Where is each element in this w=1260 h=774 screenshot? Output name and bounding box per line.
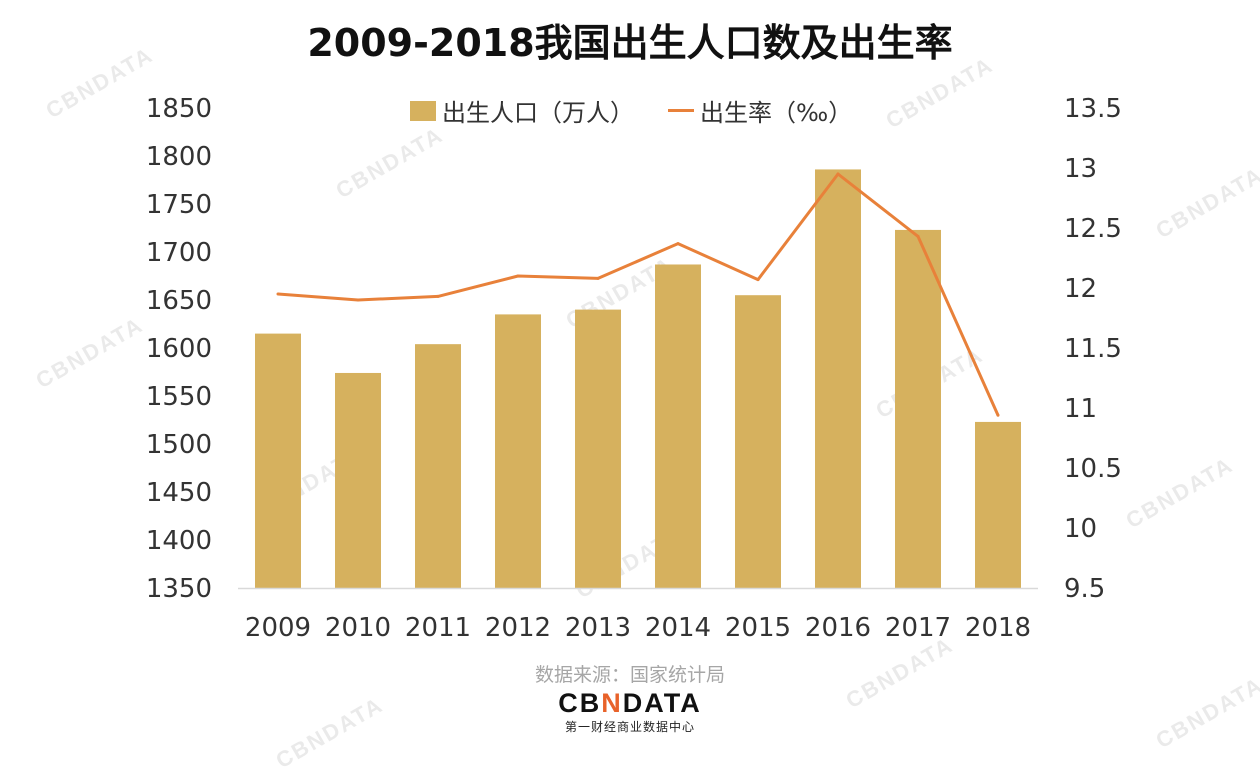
line-point	[276, 292, 280, 296]
left-y-tick-label: 1400	[146, 526, 212, 556]
right-y-tick-label: 13.5	[1064, 94, 1122, 124]
bar	[575, 309, 621, 588]
right-y-tick-label: 10	[1064, 514, 1097, 544]
chart-title: 2009-2018我国出生人口数及出生率	[307, 21, 953, 65]
line-point	[596, 276, 600, 280]
right-y-tick-label: 9.5	[1064, 574, 1105, 604]
bar	[735, 295, 781, 588]
line-point	[436, 294, 440, 298]
legend-line-swatch	[668, 109, 694, 112]
legend-bar-swatch	[410, 100, 436, 121]
bar	[335, 372, 381, 588]
brand-wordmark: CBNDATA	[0, 688, 1260, 718]
x-tick-label: 2011	[405, 613, 471, 643]
right-y-tick-label: 11	[1064, 394, 1097, 424]
left-y-tick-label: 1650	[146, 286, 212, 316]
right-y-tick-label: 13	[1064, 154, 1097, 184]
x-tick-label: 2018	[965, 613, 1031, 643]
bar	[895, 229, 941, 589]
bar	[255, 333, 301, 588]
line-series	[276, 172, 1000, 417]
right-y-tick-label: 12	[1064, 274, 1097, 304]
left-y-tick-label: 1850	[146, 94, 212, 124]
left-y-tick-label: 1350	[146, 574, 212, 604]
left-y-tick-label: 1450	[146, 478, 212, 508]
line-point	[516, 274, 520, 278]
line-point	[756, 278, 760, 282]
bar	[815, 169, 861, 588]
left-y-tick-label: 1500	[146, 430, 212, 460]
right-y-tick-label: 12.5	[1064, 214, 1122, 244]
line-point	[676, 242, 680, 246]
bar-series	[255, 169, 1021, 589]
birth-rate-line	[277, 172, 1000, 416]
x-tick-label: 2013	[565, 613, 631, 643]
x-tick-label: 2012	[485, 613, 551, 643]
brand-subtitle: 第一财经商业数据中心	[564, 720, 695, 734]
line-point	[356, 298, 360, 302]
x-tick-label: 2010	[325, 613, 391, 643]
x-tick-label: 2015	[725, 613, 791, 643]
bar	[975, 421, 1021, 588]
x-tick-label: 2009	[245, 613, 311, 643]
x-tick-label: 2014	[645, 613, 711, 643]
line-point	[996, 413, 1000, 417]
bar	[495, 314, 541, 588]
brand-suffix: DATA	[622, 688, 702, 718]
left-y-axis: 1350 1400 1450 1500 1550 1600 1650 1700 1750 1800…	[146, 94, 212, 604]
legend-line-label: 出生率（‰）	[700, 99, 853, 127]
x-tick-label: 2017	[885, 613, 951, 643]
chart-legend: 出生人口（万人） 出生率（‰）	[410, 93, 852, 128]
line-point	[916, 234, 920, 238]
brand-prefix: CB	[558, 688, 602, 718]
left-y-tick-label: 1800	[146, 142, 212, 172]
bar	[655, 264, 701, 588]
left-y-tick-label: 1700	[146, 238, 212, 268]
left-y-tick-label: 1550	[146, 382, 212, 412]
right-y-tick-label: 10.5	[1064, 454, 1122, 484]
left-y-tick-label: 1750	[146, 190, 212, 220]
legend-bar-label: 出生人口（万人）	[442, 99, 634, 127]
line-point	[836, 172, 840, 176]
right-y-tick-label: 11.5	[1064, 334, 1122, 364]
x-tick-label: 2016	[805, 613, 871, 643]
bar	[415, 344, 461, 588]
right-y-axis: 9.5 10 10.5 11 11.5 12 12.5 13 13.5	[1064, 94, 1122, 604]
brand-mark: N	[601, 688, 623, 718]
left-y-tick-label: 1600	[146, 334, 212, 364]
data-source: 数据来源：国家统计局	[534, 664, 725, 686]
x-axis: 2009 2010 2011 2012 2013 2014 2015 2016 2017 2018	[245, 613, 1031, 643]
brand-logo: CBNDATA 第一财经商业数据中心	[0, 688, 1260, 735]
